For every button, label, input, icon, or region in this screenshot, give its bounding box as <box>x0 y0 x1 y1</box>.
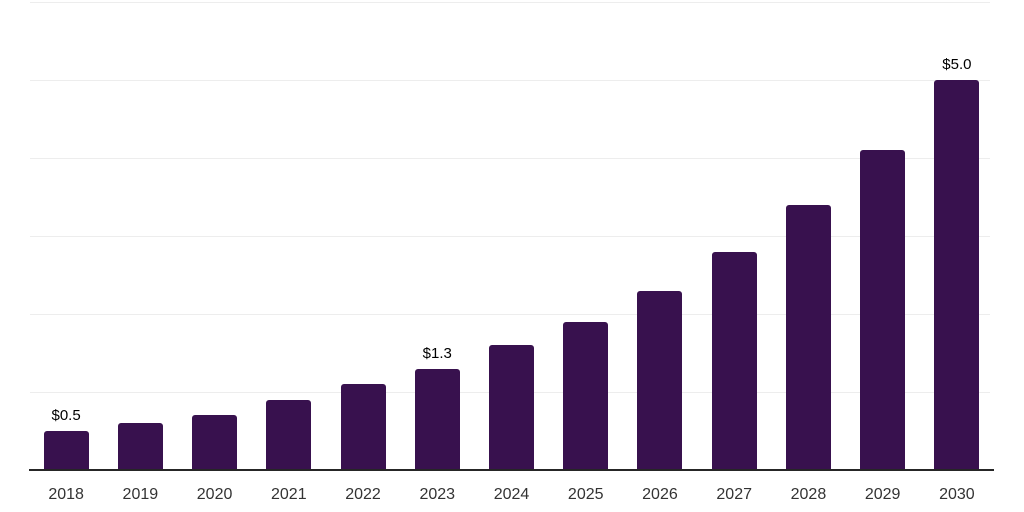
data-label: $5.0 <box>942 56 972 73</box>
bar <box>934 80 980 470</box>
x-tick-label: 2029 <box>864 486 901 503</box>
bar <box>489 345 534 470</box>
x-tick-label: 2025 <box>567 486 604 503</box>
gridline <box>30 314 990 315</box>
data-label: $0.5 <box>51 407 81 424</box>
x-tick-label: 2020 <box>196 486 233 503</box>
x-tick-label: 2027 <box>716 486 752 503</box>
x-tick-label: 2024 <box>493 486 530 503</box>
gridline <box>30 158 990 159</box>
bar <box>637 291 683 470</box>
x-tick-label: 2026 <box>642 486 678 503</box>
x-tick-label: 2018 <box>48 486 84 503</box>
gridline <box>30 2 990 3</box>
bar <box>192 415 238 470</box>
bar <box>711 252 757 470</box>
bar <box>43 431 89 470</box>
gridline <box>30 80 990 81</box>
bar <box>117 423 163 470</box>
bar <box>860 150 906 470</box>
x-tick-label: 2022 <box>345 486 381 503</box>
gridline <box>30 236 990 237</box>
bar <box>340 384 386 470</box>
x-tick-label: 2021 <box>271 486 307 503</box>
x-tick-label: 2019 <box>122 486 159 503</box>
x-tick-label: 2028 <box>790 486 827 503</box>
x-axis-line <box>29 469 994 471</box>
x-tick-label: 2023 <box>419 486 456 503</box>
bar <box>266 400 312 470</box>
x-tick-label: 2030 <box>939 486 975 503</box>
bar <box>563 322 609 470</box>
bar <box>785 205 831 470</box>
data-label: $1.3 <box>422 345 452 362</box>
bar <box>414 369 460 470</box>
